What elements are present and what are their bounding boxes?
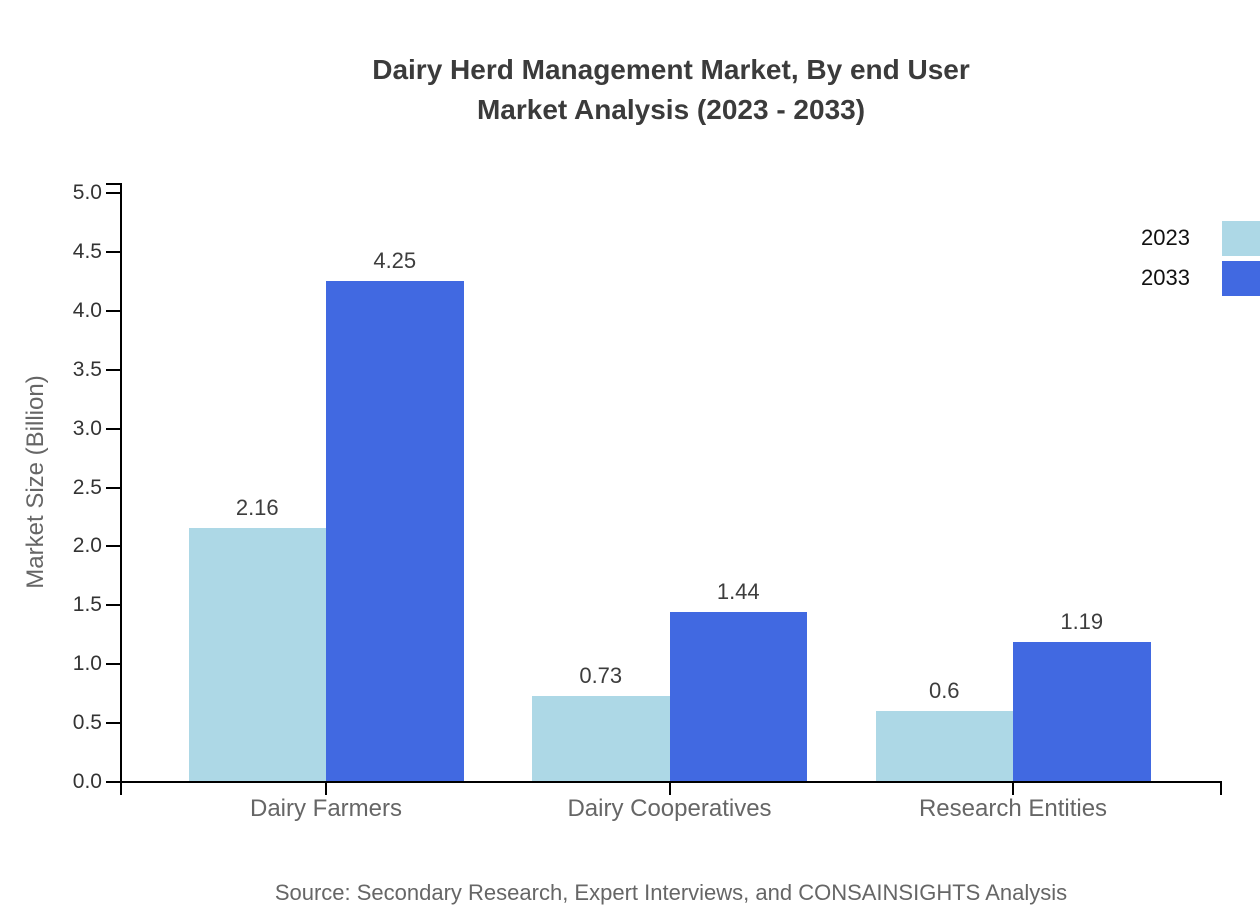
bar-2033-0 — [326, 281, 464, 782]
bar-2023-2 — [875, 711, 1013, 782]
x-tick — [1012, 781, 1014, 795]
y-tick-label: 2.0 — [72, 534, 102, 558]
y-tick-label: 0.0 — [72, 770, 102, 793]
y-tick-label: 1.0 — [72, 652, 102, 676]
bar-value-label: 0.73 — [579, 663, 623, 688]
bar-value-label: 0.6 — [928, 678, 960, 704]
y-tick — [106, 486, 120, 489]
category-label-2: Research Entities — [918, 795, 1108, 822]
legend-label-2033: 2033 — [1141, 265, 1190, 290]
y-tick-label: 1.5 — [72, 593, 102, 617]
y-tick — [106, 545, 120, 548]
y-tick — [106, 722, 120, 725]
source-attribution: Source: Secondary Research, Expert Inter… — [274, 880, 1068, 905]
bar-2023-1 — [532, 696, 670, 782]
chart-title: Dairy Herd Management Market, By end Use… — [121, 50, 1221, 130]
chart-title-line1: Dairy Herd Management Market, By end Use… — [372, 54, 970, 85]
bar-2033-1 — [669, 612, 807, 782]
y-tick — [106, 427, 120, 430]
category-label-1: Dairy Cooperatives — [567, 795, 772, 822]
y-tick-label: 4.0 — [72, 298, 102, 322]
y-tick — [106, 368, 120, 371]
y-axis-top-cap — [106, 183, 120, 185]
bar-2023-0 — [188, 527, 326, 782]
y-tick — [106, 663, 120, 666]
y-tick-label: 2.5 — [72, 475, 102, 499]
x-tick — [668, 781, 671, 795]
y-tick-label: 3.0 — [72, 416, 102, 440]
chart-title-line2: Market Analysis (2023 - 2033) — [476, 94, 866, 125]
y-axis-line — [120, 183, 122, 795]
bar-value-label: 2.16 — [235, 494, 279, 520]
y-tick-label: 5.0 — [72, 181, 102, 204]
x-axis-end-cap — [1220, 781, 1222, 795]
x-axis-line — [120, 781, 1222, 783]
y-tick-label: 0.5 — [72, 711, 102, 735]
y-tick-label: 4.5 — [72, 239, 102, 263]
y-tick — [106, 250, 120, 253]
y-tick — [106, 192, 120, 194]
bar-value-label: 1.44 — [716, 579, 760, 605]
bar-value-label: 1.19 — [1060, 608, 1104, 634]
y-tick — [106, 604, 120, 607]
legend-label-2023: 2023 — [1141, 225, 1190, 250]
bar-value-label: 4.25 — [373, 248, 417, 274]
y-tick — [106, 781, 120, 783]
category-label-0: Dairy Farmers — [249, 795, 402, 822]
y-tick-label: 3.5 — [72, 357, 102, 381]
legend-swatch-2023-icon — [1222, 221, 1260, 256]
legend-swatch-2033-icon — [1222, 261, 1260, 296]
bar-2033-2 — [1013, 641, 1151, 782]
y-tick — [106, 309, 120, 312]
x-tick — [325, 781, 327, 795]
